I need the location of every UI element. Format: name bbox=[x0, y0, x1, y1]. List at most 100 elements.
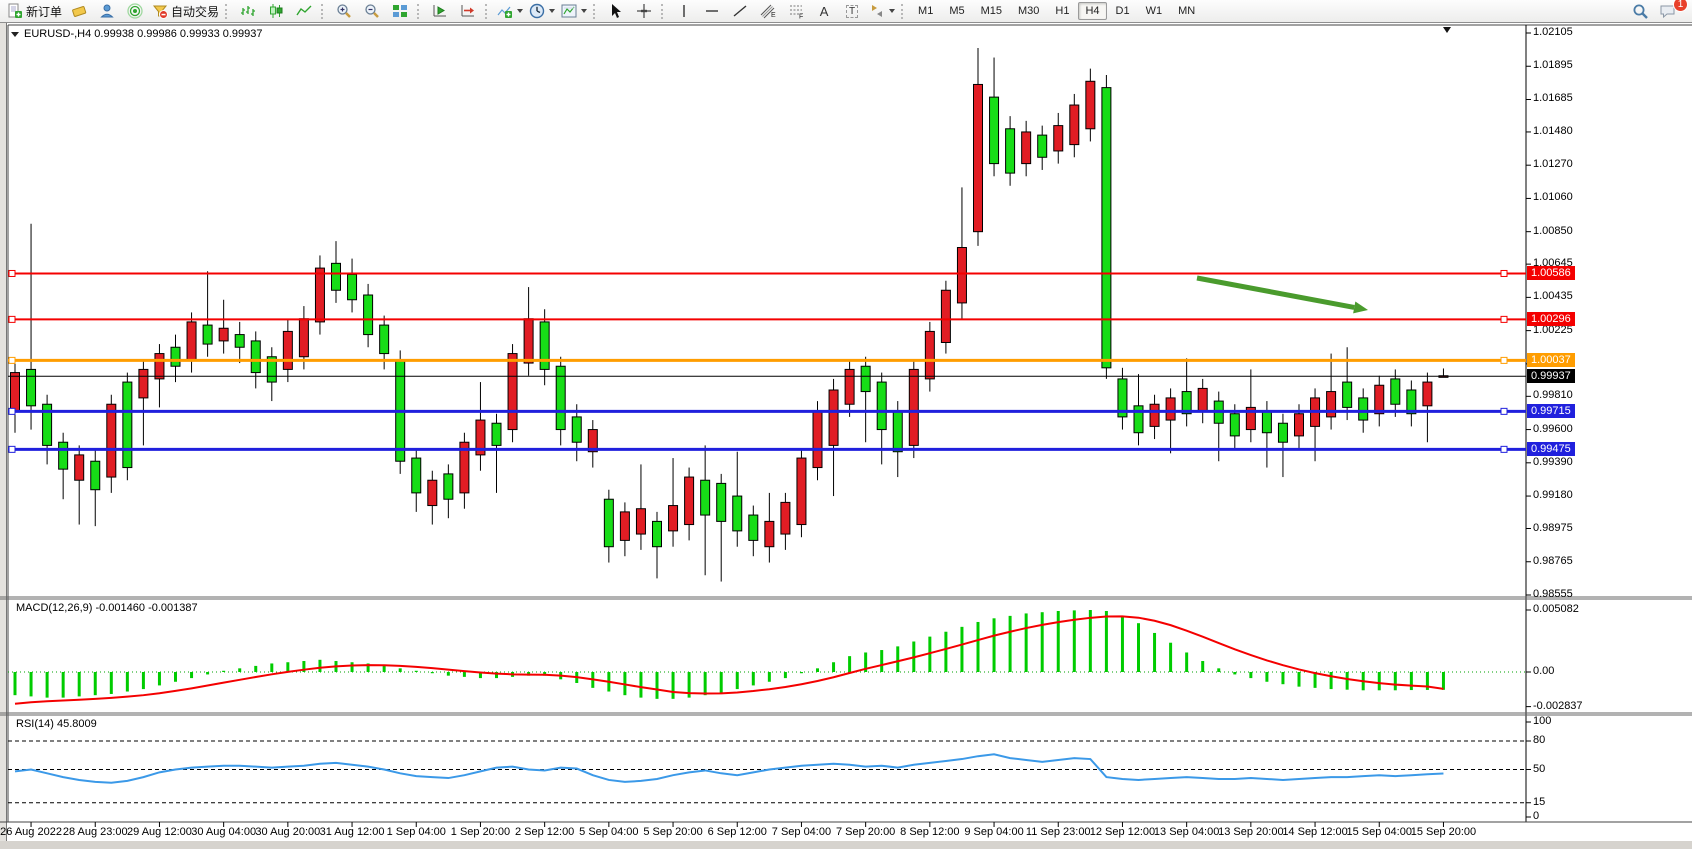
candle-body bbox=[298, 318, 309, 358]
candle-chart-button[interactable] bbox=[262, 0, 290, 22]
candle-body bbox=[491, 422, 502, 446]
label-button[interactable]: T bbox=[838, 0, 866, 22]
line-handle[interactable] bbox=[1500, 407, 1508, 415]
candle-body bbox=[1342, 381, 1353, 408]
time-tick-label: 15 Sep 04:00 bbox=[1346, 826, 1412, 838]
candle-body bbox=[1277, 422, 1288, 443]
chat-button[interactable]: 1 bbox=[1654, 0, 1688, 22]
candle-body bbox=[58, 441, 69, 470]
shift-marker-icon[interactable] bbox=[1443, 27, 1451, 33]
toolbar-grip bbox=[225, 3, 229, 19]
ticket-button[interactable] bbox=[65, 0, 93, 22]
price-tick-label: 1.01270 bbox=[1533, 158, 1573, 171]
timeframe-button-m15[interactable]: M15 bbox=[980, 5, 1002, 17]
level-price-label: 1.00586 bbox=[1527, 266, 1575, 281]
autotrade-icon bbox=[152, 3, 169, 19]
channel-button[interactable]: E bbox=[754, 0, 782, 22]
timeframe-button-m30[interactable]: M30 bbox=[1018, 5, 1040, 17]
candle-body bbox=[1165, 397, 1176, 421]
zoom-in-button[interactable] bbox=[330, 0, 358, 22]
chart-shift-button[interactable] bbox=[454, 0, 482, 22]
time-tick-label: 13 Sep 20:00 bbox=[1218, 826, 1284, 838]
timeframe-button-m5[interactable]: M5 bbox=[949, 5, 965, 17]
candle-body bbox=[1021, 131, 1032, 165]
time-tick-label: 31 Aug 12:00 bbox=[319, 826, 385, 838]
line-handle[interactable] bbox=[8, 269, 16, 277]
chart-menu-triangle-icon[interactable] bbox=[11, 31, 19, 37]
candle-body bbox=[1117, 378, 1128, 418]
candle-body bbox=[1101, 87, 1112, 369]
toolbar-grip bbox=[321, 3, 325, 19]
templates-button[interactable] bbox=[558, 0, 590, 22]
timeframe-button-mn[interactable]: MN bbox=[1178, 5, 1196, 17]
zoom-out-button[interactable] bbox=[358, 0, 386, 22]
macd-tick-label: 0.00 bbox=[1533, 665, 1555, 677]
current-price-label: 0.99937 bbox=[1527, 369, 1575, 384]
search-button[interactable] bbox=[1626, 0, 1654, 22]
timeframe-button-h4[interactable]: H4 bbox=[1078, 2, 1107, 20]
timeframe-button-h1[interactable]: H1 bbox=[1055, 5, 1070, 17]
line-handle[interactable] bbox=[1500, 356, 1508, 364]
arrows-button[interactable] bbox=[866, 0, 898, 22]
time-tick-label: 1 Sep 04:00 bbox=[386, 826, 446, 838]
line-handle[interactable] bbox=[8, 315, 16, 323]
autoscroll-button[interactable] bbox=[426, 0, 454, 22]
line-handle[interactable] bbox=[8, 407, 16, 415]
vline-button[interactable] bbox=[670, 0, 698, 22]
rsi-tick-label: 100 bbox=[1533, 715, 1552, 727]
text-button[interactable]: A bbox=[810, 0, 838, 22]
timeframe-button-m1[interactable]: M1 bbox=[918, 5, 934, 17]
candle-body bbox=[844, 368, 855, 405]
candle-body bbox=[812, 410, 823, 469]
new-order-button[interactable]: 新订单 bbox=[4, 0, 65, 22]
toolbar-grip bbox=[417, 3, 421, 19]
periods-button[interactable] bbox=[526, 0, 558, 22]
candle-body bbox=[652, 520, 662, 548]
community-button[interactable] bbox=[93, 0, 121, 22]
channel-icon: E bbox=[760, 3, 777, 19]
signals-button[interactable] bbox=[121, 0, 149, 22]
toolbar-grip bbox=[901, 3, 905, 19]
trendline-button[interactable] bbox=[726, 0, 754, 22]
price-tick-label: 1.01895 bbox=[1533, 59, 1573, 72]
line-handle[interactable] bbox=[1500, 269, 1508, 277]
autoscroll-icon bbox=[432, 3, 448, 19]
macd-label: MACD(12,26,9) -0.001460 -0.001387 bbox=[16, 602, 198, 614]
trend-arrow-head[interactable] bbox=[1353, 301, 1368, 314]
price-tick-label: 1.02105 bbox=[1533, 26, 1573, 38]
cursor-icon bbox=[608, 3, 624, 19]
svg-text:F: F bbox=[799, 14, 803, 20]
time-tick-label: 28 Aug 23:00 bbox=[62, 826, 128, 838]
candle-body bbox=[218, 327, 229, 342]
candle-body bbox=[427, 479, 438, 507]
hline-button[interactable] bbox=[698, 0, 726, 22]
trend-arrow[interactable] bbox=[1196, 275, 1355, 310]
line-chart-button[interactable] bbox=[290, 0, 318, 22]
rsi-tick-label: 80 bbox=[1533, 734, 1546, 746]
chevron-down-icon bbox=[549, 9, 556, 13]
candle-body bbox=[1326, 391, 1337, 418]
candle-body bbox=[732, 495, 743, 532]
tile-windows-button[interactable] bbox=[386, 0, 414, 22]
line-handle[interactable] bbox=[8, 356, 16, 364]
candle-body bbox=[379, 324, 390, 355]
line-handle[interactable] bbox=[8, 445, 16, 453]
window-left-edge bbox=[0, 23, 7, 841]
bar-chart-button[interactable] bbox=[234, 0, 262, 22]
candle-body bbox=[10, 372, 20, 412]
time-tick-label: 9 Sep 04:00 bbox=[964, 826, 1024, 838]
candle-chart-icon bbox=[268, 3, 284, 19]
crosshair-button[interactable] bbox=[630, 0, 658, 22]
line-handle[interactable] bbox=[1500, 315, 1508, 323]
autotrade-button[interactable]: 自动交易 bbox=[149, 0, 222, 22]
candle-body bbox=[1406, 389, 1417, 415]
fibonacci-button[interactable]: F bbox=[782, 0, 810, 22]
line-handle[interactable] bbox=[1500, 445, 1508, 453]
time-tick-label: 6 Sep 12:00 bbox=[707, 826, 767, 838]
cursor-button[interactable] bbox=[602, 0, 630, 22]
candle-body bbox=[1069, 104, 1080, 146]
indicators-button[interactable] bbox=[494, 0, 526, 22]
timeframe-button-d1[interactable]: D1 bbox=[1115, 5, 1130, 17]
timeframe-button-w1[interactable]: W1 bbox=[1145, 5, 1163, 17]
